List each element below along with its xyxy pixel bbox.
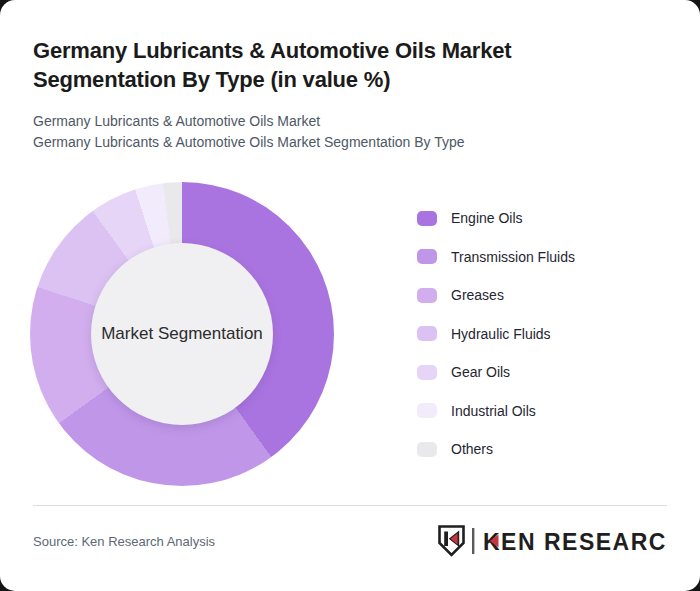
legend-swatch	[417, 249, 437, 264]
legend-swatch	[417, 211, 437, 226]
legend-item-others[interactable]: Others	[417, 440, 575, 458]
ken-research-shield-icon	[440, 527, 464, 556]
legend-swatch	[417, 326, 437, 341]
source-note: Source: Ken Research Analysis	[33, 534, 215, 549]
chart-subtitle: Germany Lubricants & Automotive Oils Mar…	[33, 111, 465, 153]
legend-label: Greases	[451, 286, 504, 304]
donut-center: Market Segmentation	[91, 243, 273, 425]
ken-research-logo: KEN RESEARCH	[436, 524, 668, 558]
subtitle-line-1: Germany Lubricants & Automotive Oils Mar…	[33, 111, 465, 132]
legend-label: Engine Oils	[451, 209, 523, 227]
legend-item-greases[interactable]: Greases	[417, 286, 575, 304]
infographic-card: Germany Lubricants & Automotive Oils Mar…	[0, 0, 700, 591]
legend-swatch	[417, 365, 437, 380]
subtitle-line-2: Germany Lubricants & Automotive Oils Mar…	[33, 132, 465, 153]
brand-wordmark: KEN RESEARCH	[483, 529, 668, 555]
legend-label: Others	[451, 440, 493, 458]
legend-swatch	[417, 403, 437, 418]
page-title: Germany Lubricants & Automotive Oils Mar…	[33, 36, 618, 94]
legend-label: Gear Oils	[451, 363, 510, 381]
legend-label: Industrial Oils	[451, 402, 536, 420]
legend-item-transmission-fluids[interactable]: Transmission Fluids	[417, 248, 575, 266]
ken-research-logo-svg: KEN RESEARCH	[436, 524, 668, 558]
legend-label: Hydraulic Fluids	[451, 325, 551, 343]
legend-item-gear-oils[interactable]: Gear Oils	[417, 363, 575, 381]
donut-center-label: Market Segmentation	[101, 324, 263, 344]
legend-item-engine-oils[interactable]: Engine Oils	[417, 209, 575, 227]
logo-divider	[472, 528, 474, 554]
footer-divider	[33, 505, 667, 506]
legend-item-hydraulic-fluids[interactable]: Hydraulic Fluids	[417, 325, 575, 343]
legend-swatch	[417, 442, 437, 457]
legend-item-industrial-oils[interactable]: Industrial Oils	[417, 402, 575, 420]
donut-ring[interactable]: Market Segmentation	[30, 182, 334, 486]
donut-chart[interactable]: Market Segmentation	[30, 182, 334, 486]
legend-swatch	[417, 288, 437, 303]
legend-label: Transmission Fluids	[451, 248, 575, 266]
chart-legend: Engine Oils Transmission Fluids Greases …	[417, 209, 575, 458]
